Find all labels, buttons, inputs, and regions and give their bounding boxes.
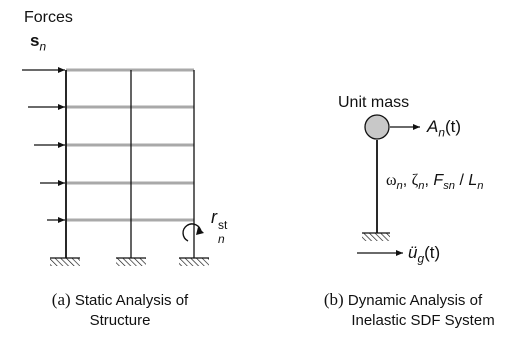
- caption-b: (b) Dynamic Analysis of Inelastic SDF Sy…: [308, 290, 498, 331]
- zeta-symbol: ζ: [411, 172, 419, 189]
- static-response-subscript: n: [218, 232, 225, 246]
- ground-support-left: [50, 258, 80, 266]
- static-response-superscript: st: [218, 218, 228, 232]
- ground-accel-label: üg(t): [408, 243, 441, 264]
- unit-mass-circle: [364, 114, 390, 140]
- ground-accel-subscript: g: [417, 251, 425, 266]
- forces-label: Forces: [24, 9, 73, 26]
- omega-symbol: ω: [386, 172, 397, 189]
- omega-subscript: n: [396, 180, 403, 193]
- F-symbol: F: [433, 172, 444, 189]
- L-subscript: n: [477, 180, 484, 193]
- L-symbol: L: [468, 172, 478, 189]
- caption-a: (a) Static Analysis of Structure: [20, 290, 220, 331]
- slash: /: [455, 172, 469, 189]
- caption-b-tag: (b): [323, 290, 344, 309]
- force-arrows: [22, 67, 65, 223]
- mass-response-symbol: A: [427, 117, 439, 136]
- ground-accel-arg: (t): [424, 243, 441, 262]
- mass-response-label: An(t): [427, 117, 462, 138]
- force-vector-label: sn: [30, 31, 46, 52]
- mass-response-subscript: n: [438, 125, 445, 140]
- zeta-subscript: n: [418, 180, 425, 193]
- caption-b-line2: Inelastic SDF System: [351, 312, 495, 329]
- F-subscript: sn: [443, 180, 456, 193]
- building-frame: [50, 68, 209, 266]
- force-vector-subscript: n: [39, 39, 47, 54]
- ground-support-right: [179, 258, 209, 266]
- response-moment-arrow: [182, 223, 204, 242]
- caption-b-line1: Dynamic Analysis of: [347, 292, 483, 309]
- sdf-properties-label: ωn, ζn, Fsn / Ln: [386, 172, 484, 193]
- mass-response-arg: (t): [444, 117, 462, 136]
- sdf-ground-support: [362, 233, 390, 241]
- ground-support-middle: [116, 258, 146, 266]
- sdf-system: [357, 114, 420, 256]
- static-response-symbol: r: [211, 207, 217, 227]
- caption-a-tag: (a): [51, 290, 71, 309]
- caption-a-line1: Static Analysis of: [74, 292, 189, 309]
- unit-mass-label: Unit mass: [338, 94, 410, 111]
- caption-a-line2: Structure: [89, 312, 151, 329]
- force-vector-symbol: s: [30, 31, 40, 50]
- static-response-label: r st n: [211, 207, 235, 245]
- ground-accel-symbol: ü: [408, 243, 418, 262]
